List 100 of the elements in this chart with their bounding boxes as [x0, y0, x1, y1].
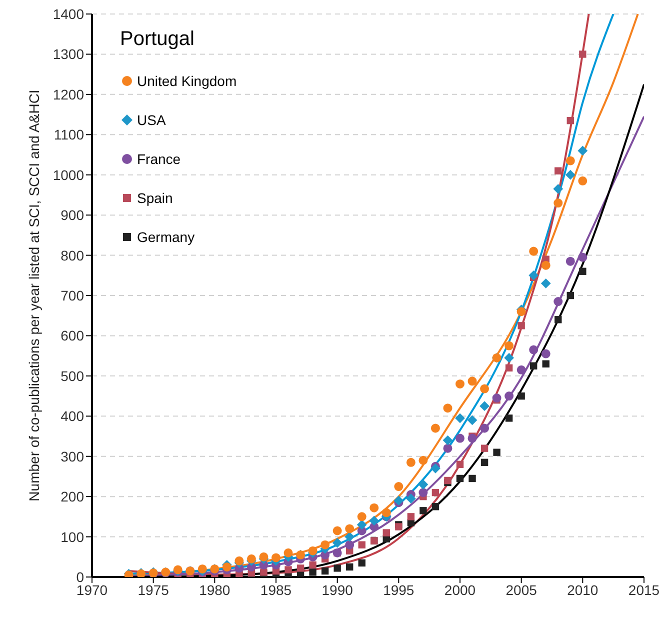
point	[432, 503, 440, 510]
point	[493, 448, 500, 456]
x-tick-label: 2010	[567, 582, 598, 598]
point	[345, 524, 354, 534]
point	[284, 566, 292, 574]
y-tick-label: 200	[60, 488, 84, 505]
point	[468, 434, 477, 443]
y-tick-label: 700	[60, 287, 84, 304]
point	[344, 532, 355, 542]
point	[394, 496, 404, 506]
point	[504, 352, 514, 363]
point	[442, 435, 453, 446]
point	[456, 434, 464, 443]
point	[579, 50, 586, 58]
y-tick-label: 1100	[54, 126, 84, 143]
point	[332, 538, 342, 548]
point	[418, 480, 428, 490]
y-tick-label: 900	[60, 207, 84, 224]
point	[529, 246, 538, 256]
x-tick-label: 2005	[506, 582, 538, 598]
point	[272, 553, 280, 562]
point	[480, 444, 488, 452]
point	[443, 404, 452, 413]
x-tick-label: 1980	[199, 582, 230, 598]
point	[554, 198, 563, 208]
point	[480, 401, 490, 412]
point	[432, 488, 440, 496]
point	[198, 564, 207, 574]
y-tick-label: 1200	[52, 86, 84, 102]
point	[504, 341, 514, 350]
point	[296, 564, 304, 572]
y-tick-label: 1400	[52, 6, 84, 22]
legend-label: Spain	[137, 190, 173, 206]
point	[579, 268, 586, 275]
x-tick-label: 1990	[322, 582, 354, 598]
point	[420, 507, 427, 514]
point	[320, 540, 330, 550]
point	[518, 392, 525, 400]
point	[542, 360, 550, 368]
point	[382, 508, 391, 518]
point	[246, 554, 256, 564]
point	[334, 564, 341, 572]
point	[394, 482, 404, 492]
point	[456, 474, 464, 482]
legend-title: Portugal	[120, 28, 196, 51]
point	[370, 503, 379, 512]
y-tick-label: 800	[60, 247, 84, 264]
point	[554, 167, 562, 174]
point	[430, 424, 440, 433]
point	[443, 444, 452, 453]
y-axis-title: Number of co-publications per year listed at SCI, SCCI and A&HCI	[26, 90, 42, 502]
point	[406, 494, 416, 504]
point	[504, 392, 514, 401]
point	[309, 568, 316, 576]
point	[516, 365, 526, 374]
y-tick-label: 1000	[52, 166, 84, 183]
y-tick-label: 300	[60, 448, 84, 464]
legend-label: Germany	[137, 228, 195, 244]
x-tick-label: 1985	[260, 582, 292, 598]
point	[578, 146, 588, 156]
point	[505, 364, 513, 372]
point	[430, 463, 440, 474]
point	[284, 548, 293, 558]
point	[516, 307, 526, 316]
point	[566, 292, 574, 300]
point	[356, 520, 367, 530]
point	[554, 297, 563, 306]
y-tick-label: 500	[60, 368, 84, 384]
point	[418, 456, 428, 465]
point	[332, 526, 342, 536]
point	[480, 458, 488, 466]
point	[553, 184, 564, 194]
legend-label: USA	[137, 112, 166, 128]
legend-label: France	[137, 150, 181, 166]
point	[406, 458, 416, 467]
point	[578, 252, 588, 262]
point	[492, 394, 502, 403]
point	[541, 260, 550, 270]
point	[222, 562, 232, 572]
x-tick-label: 2000	[444, 582, 476, 598]
point	[566, 256, 575, 266]
point	[345, 540, 354, 550]
point	[346, 563, 354, 571]
point	[566, 156, 575, 166]
point	[554, 316, 562, 324]
point	[480, 384, 490, 394]
point	[455, 413, 465, 424]
point	[358, 559, 366, 567]
point	[456, 379, 464, 388]
point	[382, 529, 390, 536]
point	[467, 415, 478, 426]
point	[308, 546, 318, 556]
point	[309, 561, 316, 569]
point	[480, 424, 490, 433]
point	[468, 474, 476, 482]
point	[358, 541, 366, 548]
point	[369, 516, 380, 526]
point	[321, 567, 329, 575]
point	[529, 345, 538, 354]
x-tick-label: 2015	[628, 582, 660, 598]
